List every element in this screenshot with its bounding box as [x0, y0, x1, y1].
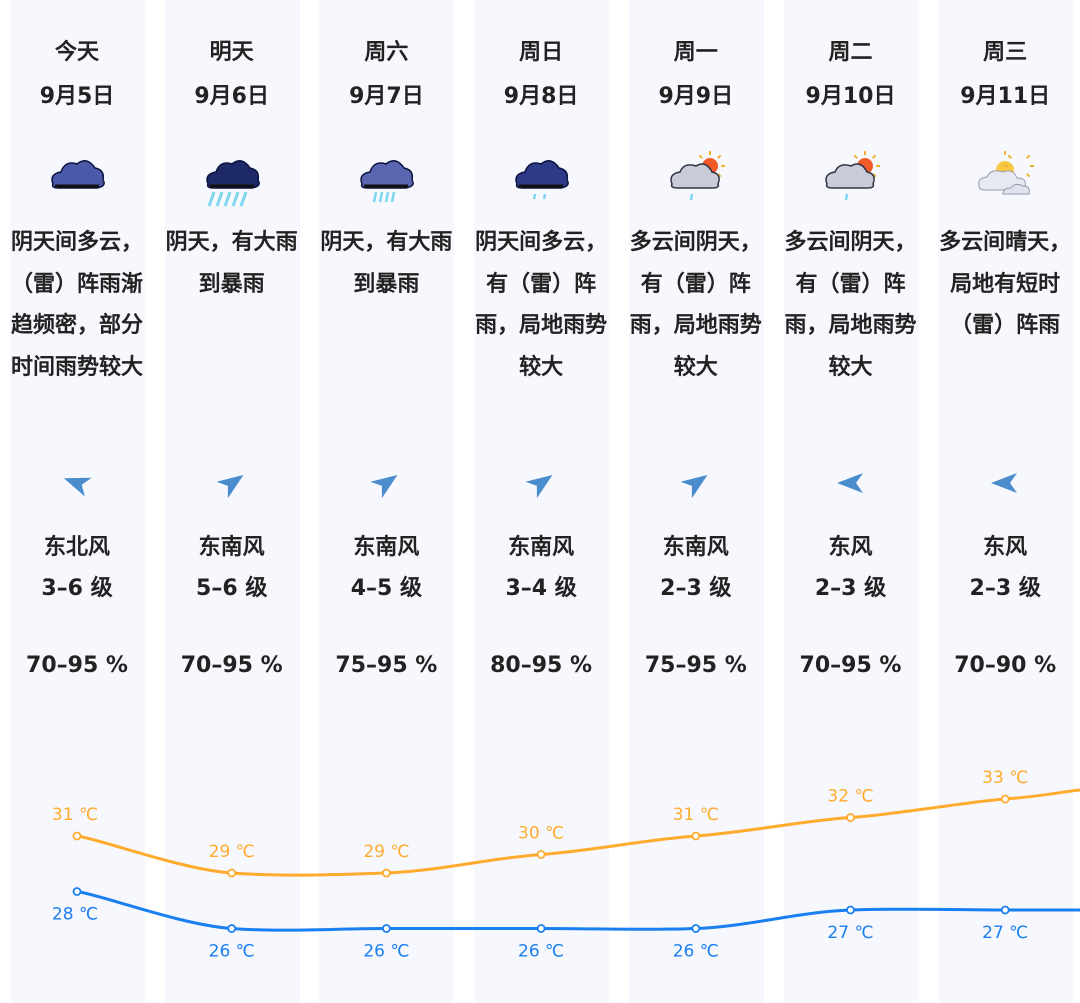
day-label: 周日 — [519, 40, 564, 65]
high-temp-label: 31 ℃ — [52, 805, 98, 825]
partly-cloudy-icon — [928, 150, 1080, 210]
weather-description: 阴天，有大雨到暴雨 — [320, 230, 453, 297]
weather-description: 阴天间多云，有（雷）阵雨，局地雨势较大 — [475, 230, 608, 380]
high-temp-point — [691, 831, 701, 841]
weather-description: 多云间阴天，有（雷）阵雨，局地雨势较大 — [629, 230, 762, 380]
date-label: 9月7日 — [349, 84, 424, 109]
wind-level: 2–3 级 — [660, 576, 732, 601]
date-label: 9月10日 — [805, 84, 896, 109]
rainstorm-icon — [309, 150, 464, 210]
shower-cloud-icon — [464, 150, 619, 210]
low-temp-label: 28 ℃ — [52, 905, 98, 925]
low-temp-label: 26 ℃ — [673, 942, 719, 962]
high-temp-line — [76, 788, 1080, 877]
wind-level: 3–6 级 — [41, 576, 113, 601]
low-temp-point — [1000, 905, 1010, 915]
wind-level: 5–6 级 — [196, 576, 268, 601]
sun-cloud-shower-icon — [618, 150, 773, 210]
weather-description: 阴天间多云，（雷）阵雨渐趋频密，部分时间雨势较大 — [10, 230, 143, 380]
wind-direction: 东南风 — [353, 535, 420, 560]
high-temp-point — [846, 813, 855, 822]
wind-direction: 东南风 — [508, 535, 575, 560]
wind-level: 4–5 级 — [350, 576, 423, 601]
low-temp-point — [72, 887, 82, 896]
day-label: 周二 — [828, 40, 873, 65]
humidity: 70–90 % — [954, 653, 1057, 678]
date-label: 9月6日 — [194, 84, 269, 109]
high-temp-label: 33 ℃ — [982, 768, 1028, 788]
low-temp-label: 26 ℃ — [363, 942, 409, 962]
low-temp-point — [846, 905, 855, 915]
sun-cloud-shower-icon — [773, 150, 928, 210]
low-temp-label: 27 ℃ — [982, 923, 1028, 943]
low-temp-point — [691, 924, 701, 933]
wind-level: 3–4 级 — [505, 576, 577, 601]
date-label: 9月11日 — [960, 84, 1051, 109]
weather-description: 阴天，有大雨到暴雨 — [165, 230, 298, 297]
wind-direction-arrow-icon — [464, 465, 619, 501]
heavy-rain-icon — [154, 150, 309, 210]
humidity: 80–95 % — [490, 653, 593, 678]
low-temp-point — [536, 924, 546, 933]
high-temp-point — [72, 831, 82, 841]
wind-direction: 东风 — [828, 535, 873, 560]
humidity: 75–95 % — [644, 653, 747, 678]
day-label: 周三 — [983, 40, 1028, 65]
weather-description: 多云间晴天，局地有短时（雷）阵雨 — [939, 230, 1072, 338]
day-label: 明天 — [209, 40, 254, 65]
wind-direction-arrow-icon — [0, 465, 155, 501]
high-temp-point — [381, 868, 391, 878]
low-temp-line — [76, 890, 1080, 932]
wind-direction-arrow-icon — [773, 465, 928, 501]
weather-description: 多云间阴天，有（雷）阵雨，局地雨势较大 — [784, 230, 917, 380]
wind-direction-arrow-icon — [618, 465, 773, 501]
wind-direction-arrow-icon — [928, 465, 1080, 501]
high-temp-point — [1000, 794, 1010, 804]
wind-level: 2–3 级 — [814, 576, 887, 601]
high-temp-label: 32 ℃ — [827, 787, 873, 807]
high-temp-label: 30 ℃ — [518, 824, 564, 844]
humidity: 70–95 % — [799, 653, 902, 678]
date-label: 9月5日 — [39, 84, 115, 109]
date-label: 9月9日 — [658, 84, 734, 109]
date-label: 9月8日 — [503, 84, 579, 109]
low-temp-label: 27 ℃ — [827, 923, 873, 943]
low-temp-point — [227, 924, 237, 933]
low-temp-label: 26 ℃ — [209, 942, 255, 962]
day-label: 今天 — [54, 40, 99, 65]
wind-level: 2–3 级 — [969, 576, 1041, 601]
overcast-cloud-icon — [0, 150, 155, 210]
low-temp-label: 26 ℃ — [518, 942, 564, 962]
day-label: 周六 — [364, 40, 409, 65]
day-label: 周一 — [673, 40, 718, 65]
wind-direction: 东南风 — [198, 535, 265, 560]
wind-direction-arrow-icon — [154, 465, 309, 501]
wind-direction: 东南风 — [662, 535, 729, 560]
high-temp-label: 29 ℃ — [209, 842, 255, 862]
wind-direction: 东风 — [983, 535, 1028, 560]
humidity: 70–95 % — [26, 653, 128, 678]
humidity: 70–95 % — [180, 653, 283, 678]
high-temp-label: 29 ℃ — [363, 842, 409, 862]
wind-direction: 东北风 — [43, 535, 110, 560]
high-temp-point — [536, 850, 546, 859]
humidity: 75–95 % — [335, 653, 438, 678]
low-temp-point — [381, 924, 391, 933]
wind-direction-arrow-icon — [309, 465, 464, 501]
high-temp-point — [227, 868, 237, 878]
high-temp-label: 31 ℃ — [673, 805, 719, 825]
